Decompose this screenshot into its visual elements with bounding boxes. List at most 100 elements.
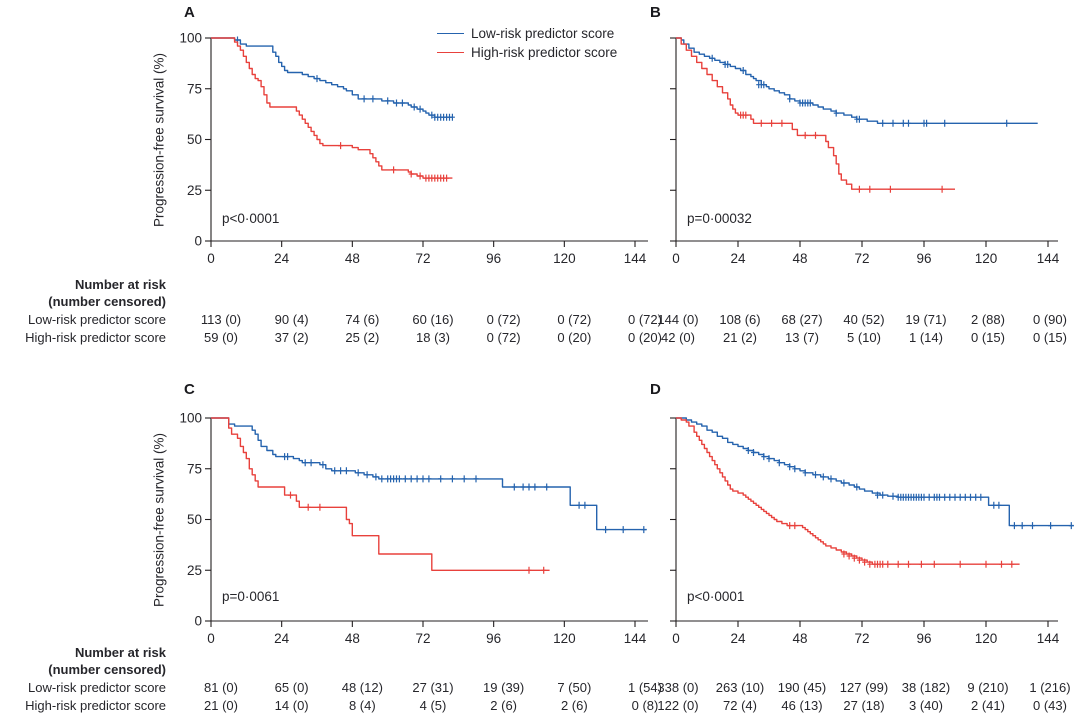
svg-text:120: 120 — [975, 251, 998, 266]
risk-cell: 0 (72) — [486, 312, 521, 327]
legend: Low-risk predictor score High-risk predi… — [437, 26, 617, 60]
svg-text:48: 48 — [792, 251, 807, 266]
svg-text:0: 0 — [672, 251, 680, 266]
risk-cell: 0 (72) — [486, 330, 521, 345]
svg-text:144: 144 — [1037, 251, 1060, 266]
svg-text:50: 50 — [187, 512, 202, 527]
risk-cell: 18 (3) — [416, 330, 450, 345]
risk-cell: 4 (5) — [419, 698, 447, 713]
risk-cell: 338 (0) — [657, 680, 699, 695]
svg-text:48: 48 — [345, 631, 360, 646]
risk-cell: 21 (0) — [204, 698, 238, 713]
risk-cell: 42 (0) — [661, 330, 695, 345]
risk-cell: 3 (40) — [909, 698, 943, 713]
risk-cell: 1 (216) — [1029, 680, 1071, 695]
risk-cell: 144 (0) — [657, 312, 699, 327]
risk-table-title-bottom: Number at risk — [74, 645, 166, 660]
risk-cell: 0 (8) — [631, 698, 659, 713]
svg-text:144: 144 — [624, 251, 647, 266]
svg-text:0: 0 — [194, 234, 202, 249]
low-risk-line-swatch — [437, 33, 464, 34]
risk-cell: 90 (4) — [274, 312, 309, 327]
risk-cell: 0 (43) — [1033, 698, 1067, 713]
risk-cell: 21 (2) — [723, 330, 757, 345]
risk-cell: 190 (45) — [777, 680, 827, 695]
risk-cell: 0 (15) — [1033, 330, 1067, 345]
svg-text:48: 48 — [345, 251, 360, 266]
legend-label-high-risk: High-risk predictor score — [471, 45, 618, 60]
svg-text:48: 48 — [792, 631, 807, 646]
risk-cell: 7 (50) — [557, 680, 592, 695]
svg-text:96: 96 — [916, 631, 931, 646]
risk-cell: 65 (0) — [274, 680, 309, 695]
svg-text:144: 144 — [624, 631, 647, 646]
risk-cell: 81 (0) — [204, 680, 238, 695]
risk-cell: 108 (6) — [719, 312, 761, 327]
svg-text:72: 72 — [854, 251, 869, 266]
risk-cell: 127 (99) — [839, 680, 889, 695]
risk-cell: 14 (0) — [274, 698, 309, 713]
risk-cell: 37 (2) — [274, 330, 309, 345]
svg-text:24: 24 — [730, 251, 746, 266]
panel-c-letter: C — [184, 381, 195, 398]
svg-text:50: 50 — [187, 132, 202, 147]
risk-cell: 13 (7) — [785, 330, 819, 345]
risk-table-title-top: Number at risk — [74, 277, 166, 292]
risk-cell: 5 (10) — [847, 330, 881, 345]
risk-cell: 27 (18) — [843, 698, 885, 713]
svg-text:144: 144 — [1037, 631, 1060, 646]
risk-cell: 40 (52) — [843, 312, 885, 327]
svg-text:96: 96 — [486, 251, 501, 266]
risk-cell: 122 (0) — [657, 698, 699, 713]
legend-item-low-risk: Low-risk predictor score — [437, 26, 617, 41]
svg-text:72: 72 — [415, 631, 430, 646]
y-axis-title-bottom: Progression-free survival (%) — [151, 432, 167, 608]
svg-text:120: 120 — [553, 251, 576, 266]
row-label-high-risk-bottom: High-risk predictor score — [25, 698, 166, 713]
risk-cell: 68 (27) — [781, 312, 823, 327]
svg-text:120: 120 — [553, 631, 576, 646]
panel-d-letter: D — [650, 381, 661, 398]
risk-cell: 60 (16) — [412, 312, 454, 327]
risk-cell: 38 (182) — [901, 680, 951, 695]
svg-text:0: 0 — [207, 631, 215, 646]
row-label-low-risk-top: Low-risk predictor score — [28, 312, 166, 327]
panel-b-letter: B — [650, 4, 661, 21]
risk-cell: 27 (31) — [412, 680, 454, 695]
risk-cell: 0 (15) — [971, 330, 1005, 345]
risk-cell: 2 (88) — [971, 312, 1005, 327]
p-value-panel-c: p=0·0061 — [222, 589, 280, 604]
risk-cell: 46 (13) — [781, 698, 823, 713]
p-value-panel-a: p<0·0001 — [222, 211, 280, 226]
risk-cell: 0 (90) — [1033, 312, 1067, 327]
p-value-panel-d: p<0·0001 — [687, 589, 745, 604]
risk-cell: 48 (12) — [341, 680, 383, 695]
risk-table-subtitle-top: (number censored) — [48, 294, 166, 309]
high-risk-line-swatch — [437, 52, 464, 53]
svg-text:0: 0 — [194, 614, 202, 629]
svg-text:100: 100 — [179, 411, 202, 426]
risk-cell: 59 (0) — [204, 330, 238, 345]
panel-a-letter: A — [184, 4, 195, 21]
risk-cell: 1 (14) — [909, 330, 943, 345]
risk-cell: 263 (10) — [715, 680, 765, 695]
svg-text:75: 75 — [187, 81, 202, 96]
svg-text:25: 25 — [187, 183, 202, 198]
legend-label-low-risk: Low-risk predictor score — [471, 26, 615, 41]
risk-cell: 19 (71) — [905, 312, 947, 327]
svg-text:24: 24 — [274, 251, 290, 266]
svg-text:75: 75 — [187, 461, 202, 476]
svg-text:25: 25 — [187, 563, 202, 578]
svg-text:100: 100 — [179, 31, 202, 46]
svg-text:96: 96 — [486, 631, 501, 646]
risk-table-subtitle-bottom: (number censored) — [48, 662, 166, 677]
p-value-panel-b: p=0·00032 — [687, 211, 752, 226]
risk-cell: 8 (4) — [348, 698, 376, 713]
risk-cell: 72 (4) — [723, 698, 757, 713]
svg-text:24: 24 — [730, 631, 746, 646]
y-axis-title-top: Progression-free survival (%) — [151, 52, 167, 228]
risk-cell: 2 (6) — [490, 698, 518, 713]
risk-cell: 74 (6) — [345, 312, 380, 327]
risk-cell: 0 (20) — [557, 330, 592, 345]
